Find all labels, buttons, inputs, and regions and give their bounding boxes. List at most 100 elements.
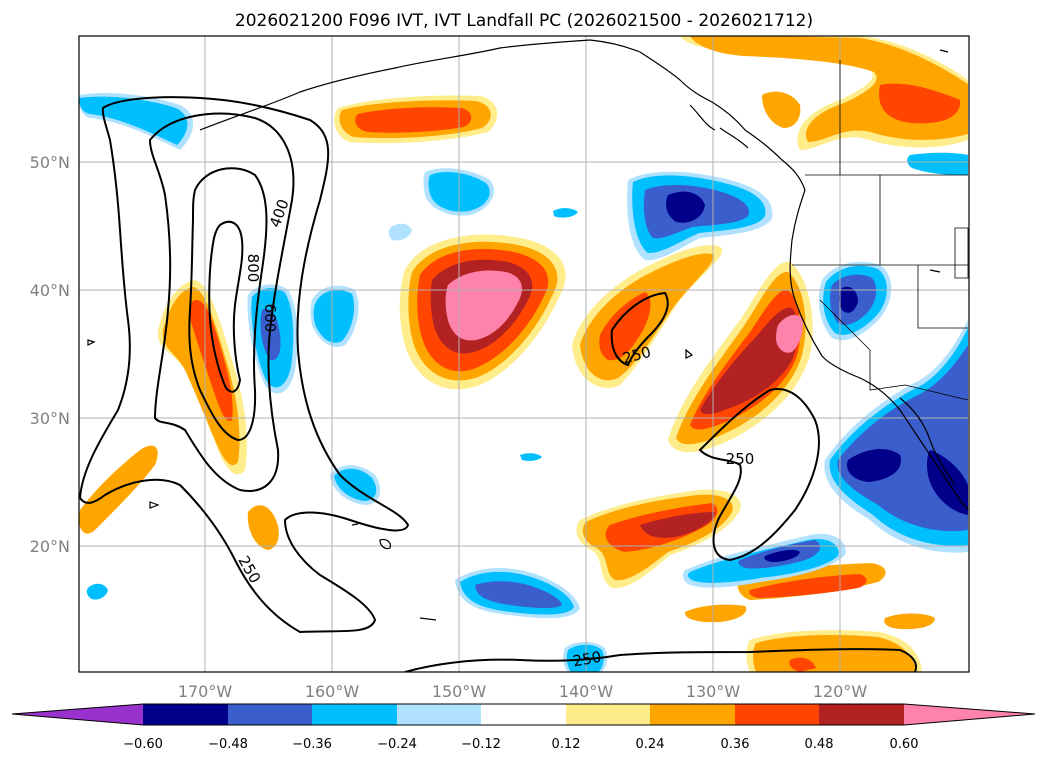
colorbar-tick-label: −0.12 [461,737,501,752]
positive-pc-contour-fill [684,604,747,623]
colorbar-bin-3 [312,704,397,725]
coastline [789,189,969,511]
negative-pc-contour-fill [313,290,355,343]
coastline [379,538,391,550]
map-area [79,36,969,672]
negative-pc-contour-fill [388,223,412,241]
positive-pc-contour-fill [445,270,522,341]
ivt-contour-line [188,167,268,442]
colorbar-min-extension [12,704,143,725]
lat-label-20n: 20°N [30,537,70,556]
lon-label-150w: 150°W [432,682,487,701]
coastline [899,397,956,486]
negative-pc-contour-fill [839,286,858,313]
colorbar-tick-label: 0.60 [890,737,919,752]
political-borders [792,60,969,401]
colorbar-bin-9 [819,704,904,725]
colorbar-bin-7 [650,704,735,725]
coastline [639,51,806,191]
lon-label-120w: 120°W [813,682,868,701]
latitude-labels: 50°N 40°N 30°N 20°N [30,153,70,556]
colorbar-bin-4 [397,704,481,725]
islands [87,49,949,621]
colorbar-tick-label: −0.60 [123,737,163,752]
ivt-pc-negative-shading [79,93,968,672]
colorbar-tick-label: 0.48 [805,737,834,752]
lon-label-130w: 130°W [686,682,741,701]
border-line [954,227,969,279]
coastline [419,617,437,621]
positive-pc-contour-fill [189,299,233,421]
coastlines [199,39,969,511]
positive-pc-contour-fill [884,613,935,630]
colorbar-tick-label: −0.36 [292,737,332,752]
positive-pc-contour-fill [700,307,799,415]
longitude-labels: 170°W 160°W 150°W 140°W 130°W 120°W [178,682,868,701]
ivt-contour-line [610,291,669,367]
lat-label-40n: 40°N [30,281,70,300]
coastline [87,339,96,346]
lon-label-160w: 160°W [305,682,360,701]
border-line [917,265,968,329]
coastline [929,269,941,273]
negative-pc-contour-fill [334,468,377,501]
contour-label-250-east: 250 [726,450,755,468]
contour-label-800: 800 [244,254,262,283]
coastline [719,127,749,149]
colorbar-bin-5 [481,704,566,725]
negative-pc-contour-fill [846,448,901,482]
negative-pc-contour-fill [520,453,542,461]
lat-label-30n: 30°N [30,409,70,428]
negative-pc-contour-fill [86,583,108,600]
negative-pc-contour-fill [79,96,188,145]
positive-pc-contour-fill [789,657,816,672]
colorbar-outline [11,703,1036,726]
colorbar: −0.60 −0.48 −0.36 −0.24 −0.12 0.12 0.24 … [11,703,1036,752]
map-gridlines [79,36,969,672]
negative-pc-contour-fill [553,208,578,218]
coastline [351,523,359,526]
lon-label-170w: 170°W [178,682,233,701]
coastline [199,39,641,131]
negative-pc-contour-fill [907,152,968,176]
coastline [689,104,716,131]
ivt-contours [79,96,918,672]
negative-pc-contour-fill [666,191,705,223]
contour-label-250-south: 250 [571,648,602,671]
positive-pc-contour-fill [247,505,279,550]
colorbar-tick-label: 0.36 [721,737,750,752]
positive-pc-contour-fill [79,445,158,534]
colorbar-bin-6 [566,704,650,725]
contour-label-600: 600 [261,304,279,333]
positive-pc-contour-fill [355,107,472,133]
positive-pc-contour-fill [162,287,240,466]
colorbar-max-extension [904,704,1035,725]
positive-pc-contour-fill [879,83,961,124]
coastline [685,348,694,359]
ivt-contour-line [698,388,820,562]
lat-label-50n: 50°N [30,153,70,172]
negative-pc-contour-fill [475,581,562,609]
colorbar-bin-8 [735,704,819,725]
ivt-contour-line [404,648,918,672]
map-frame [78,35,970,673]
ivt-contour-line [79,96,410,634]
colorbar-bin-2 [228,704,312,725]
colorbar-bin-1 [143,704,228,725]
colorbar-tick-label: 0.12 [552,737,581,752]
ivt-contour-line [208,220,244,393]
positive-pc-contour-fill [776,314,803,353]
negative-pc-contour-fill [764,549,800,562]
colorbar-tick-labels: −0.60 −0.48 −0.36 −0.24 −0.12 0.12 0.24 … [123,737,918,752]
lon-label-140w: 140°W [559,682,614,701]
positive-pc-contour-fill [762,91,801,128]
colorbar-tick-label: −0.48 [208,737,248,752]
coastline [939,49,949,53]
border-line [819,299,969,401]
positive-pc-contour-fill [640,512,716,538]
coastline [149,501,160,509]
colorbar-tick-label: −0.24 [377,737,417,752]
chart-title: 2026021200 F096 IVT, IVT Landfall PC (20… [235,11,813,31]
ivt-contour-line [148,112,295,492]
